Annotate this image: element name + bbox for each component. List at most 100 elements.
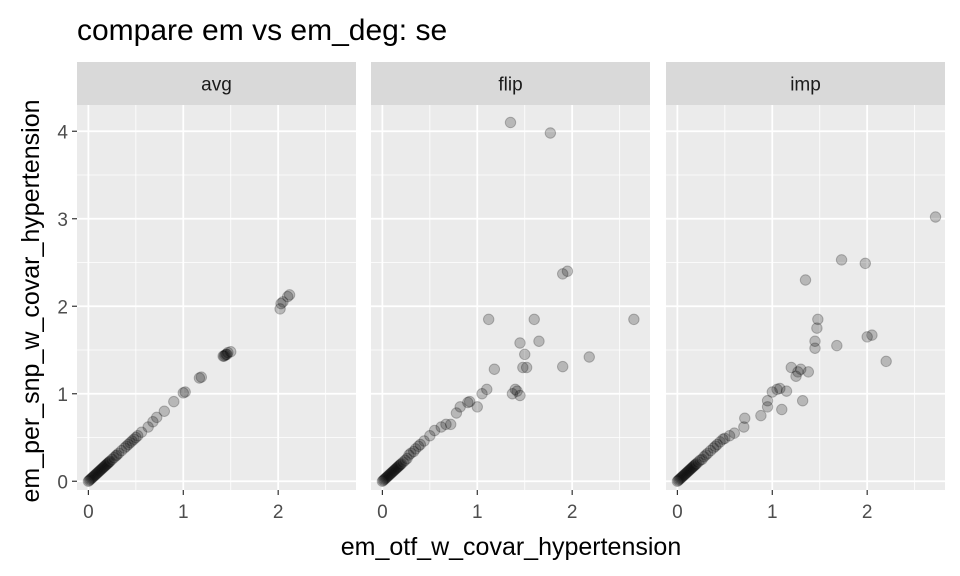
data-point: [101, 458, 114, 470]
data-point: [471, 401, 483, 413]
data-point: [792, 366, 804, 378]
panel-strip-label: avg: [201, 75, 232, 96]
data-point: [220, 348, 232, 361]
data-point: [97, 461, 110, 473]
data-point: [85, 472, 97, 485]
data-point: [445, 418, 457, 431]
data-point: [405, 447, 417, 459]
data-point: [812, 313, 824, 326]
data-point: [774, 382, 786, 395]
data-point: [728, 427, 741, 439]
data-point: [739, 412, 751, 424]
y-tick-label: 4: [57, 122, 68, 143]
data-point: [122, 438, 134, 451]
x-tick-label: 2: [273, 502, 284, 523]
data-point: [126, 435, 138, 447]
data-point: [217, 350, 229, 362]
data-point: [95, 464, 107, 476]
data-point: [702, 447, 714, 459]
data-point: [275, 297, 287, 310]
data-point: [685, 462, 698, 474]
data-point: [99, 459, 112, 472]
data-point: [866, 329, 878, 341]
data-point: [481, 383, 493, 396]
data-point: [583, 351, 595, 363]
data-point: [380, 472, 392, 484]
data-point: [673, 473, 685, 486]
y-tick-label: 1: [57, 385, 68, 406]
data-point: [120, 440, 133, 452]
data-point: [135, 426, 148, 438]
data-point: [704, 444, 717, 457]
data-point: [389, 464, 401, 476]
data-point: [780, 385, 793, 397]
data-point: [108, 451, 120, 464]
data-point: [378, 473, 390, 486]
data-point: [771, 383, 783, 396]
y-axis-ticks: 0 1 2 3 4: [57, 122, 77, 493]
data-point: [809, 335, 821, 347]
data-point: [796, 395, 809, 407]
data-point: [377, 474, 390, 487]
data-point: [158, 405, 171, 417]
data-point: [87, 471, 99, 483]
data-point: [688, 459, 701, 472]
data-point: [86, 472, 98, 484]
data-point: [723, 430, 736, 442]
data-point: [462, 396, 474, 409]
data-point: [680, 467, 692, 480]
data-point: [761, 395, 774, 407]
data-point: [689, 458, 702, 471]
panel-flip: flip 0 1 2: [371, 62, 650, 523]
data-point: [124, 437, 136, 449]
panel-background: [666, 105, 945, 490]
data-point: [388, 465, 400, 477]
data-point: [84, 473, 96, 486]
data-point: [385, 467, 397, 480]
data-point: [511, 385, 523, 397]
data-point: [682, 465, 694, 478]
data-point: [383, 469, 395, 481]
panel-strip-label: imp: [790, 75, 821, 96]
x-tick-label: 1: [767, 502, 778, 523]
data-point: [799, 274, 812, 286]
data-point: [95, 463, 108, 475]
data-point: [802, 366, 815, 378]
panel-strip: [371, 62, 650, 105]
data-point: [517, 361, 529, 374]
data-point: [684, 464, 696, 476]
data-point: [225, 346, 237, 358]
data-point: [389, 463, 402, 475]
data-point: [218, 350, 230, 362]
data-point: [831, 339, 843, 352]
y-axis-title: em_per_snp_w_covar_hypertension: [17, 99, 45, 502]
y-tick-label: 0: [57, 472, 68, 493]
data-point: [676, 471, 688, 483]
x-tick-label: 2: [862, 502, 873, 523]
data-point: [509, 383, 521, 396]
data-point: [391, 461, 404, 473]
data-point: [428, 424, 441, 437]
panel-avg: avg 0 1 2: [77, 62, 356, 523]
data-point: [696, 453, 708, 466]
data-point: [384, 468, 396, 480]
data-point: [761, 401, 774, 413]
x-tick-label: 0: [377, 502, 388, 523]
data-point: [506, 388, 519, 400]
panel-strip: [77, 62, 356, 105]
data-point: [106, 453, 118, 466]
data-point: [130, 431, 142, 444]
panels-group: avg 0 1 2 flip 0 1 2 imp 0 1 2: [77, 62, 945, 523]
data-point: [514, 337, 526, 349]
y-tick-label: 2: [57, 297, 68, 318]
data-point: [677, 470, 689, 482]
data-point: [113, 447, 125, 459]
data-point: [151, 411, 163, 424]
data-point: [711, 438, 723, 451]
data-point: [686, 461, 699, 473]
data-point: [89, 469, 101, 481]
data-point: [719, 432, 731, 445]
data-point: [476, 388, 488, 400]
data-point: [111, 449, 123, 461]
